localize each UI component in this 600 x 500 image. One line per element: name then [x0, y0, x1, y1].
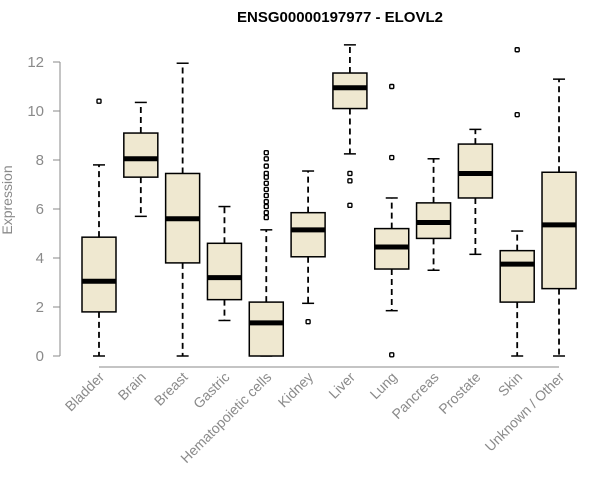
- x-tick-label: Brain: [115, 369, 149, 403]
- y-tick-label: 4: [36, 250, 44, 267]
- outlier-point: [263, 170, 269, 177]
- x-tick-label: Prostate: [435, 369, 483, 417]
- box-pancreas: [415, 158, 452, 271]
- x-tick-label: Breast: [151, 369, 191, 409]
- iqr-box: [81, 236, 117, 313]
- outlier-point: [263, 192, 269, 199]
- outlier-point: [389, 83, 395, 90]
- outlier-point: [514, 111, 520, 118]
- chart-title: ENSG00000197977 - ELOVL2: [237, 9, 443, 26]
- x-tick-label: Lung: [367, 369, 400, 402]
- boxes-group: [81, 44, 577, 358]
- iqr-box: [541, 171, 577, 290]
- box-bladder: [81, 98, 117, 357]
- box-unknown-other: [541, 78, 577, 357]
- iqr-box: [206, 242, 243, 301]
- y-tick-label: 6: [36, 201, 44, 218]
- outlier-point: [263, 203, 269, 210]
- outlier-point: [263, 186, 269, 193]
- outlier-point: [514, 47, 520, 53]
- outlier-point: [389, 352, 395, 358]
- outlier-point: [263, 149, 269, 156]
- outlier-point: [263, 209, 269, 216]
- x-tick-label: Kidney: [275, 369, 317, 411]
- box-kidney: [290, 170, 326, 325]
- outlier-point: [96, 98, 102, 104]
- x-tick-label: Skin: [495, 369, 526, 400]
- outlier-point: [389, 154, 395, 161]
- box-gastric: [206, 205, 243, 322]
- y-axis-label: Expression: [0, 165, 15, 234]
- outlier-point: [347, 178, 353, 184]
- outlier-point: [263, 163, 269, 169]
- y-tick-label: 0: [36, 348, 44, 365]
- axes: 0 2 4 6 8 10 12: [27, 54, 560, 368]
- outlier-point: [347, 202, 353, 209]
- box-lung: [373, 83, 410, 358]
- iqr-box: [332, 72, 368, 110]
- outlier-point: [263, 198, 269, 205]
- iqr-box: [499, 249, 535, 303]
- x-tick-label: Unknown / Other: [482, 369, 568, 455]
- outlier-point: [263, 180, 269, 186]
- outlier-point: [305, 319, 311, 325]
- box-hematopoietic-cells: [248, 149, 285, 357]
- iqr-box: [123, 132, 159, 178]
- x-tick-label: Bladder: [62, 369, 108, 415]
- box-breast: [164, 62, 201, 357]
- y-tick-label: 12: [27, 54, 44, 71]
- x-tick-label: Liver: [325, 369, 358, 402]
- iqr-box: [290, 211, 326, 258]
- y-tick-label: 10: [27, 103, 44, 120]
- box-prostate: [457, 128, 494, 256]
- outlier-point: [263, 214, 269, 221]
- box-skin: [499, 47, 535, 357]
- box-brain: [123, 101, 159, 218]
- outlier-point: [263, 156, 269, 162]
- iqr-box: [248, 301, 285, 357]
- y-tick-label: 8: [36, 152, 44, 169]
- box-liver: [332, 44, 368, 209]
- outlier-point: [347, 170, 353, 177]
- y-tick-label: 2: [36, 299, 44, 316]
